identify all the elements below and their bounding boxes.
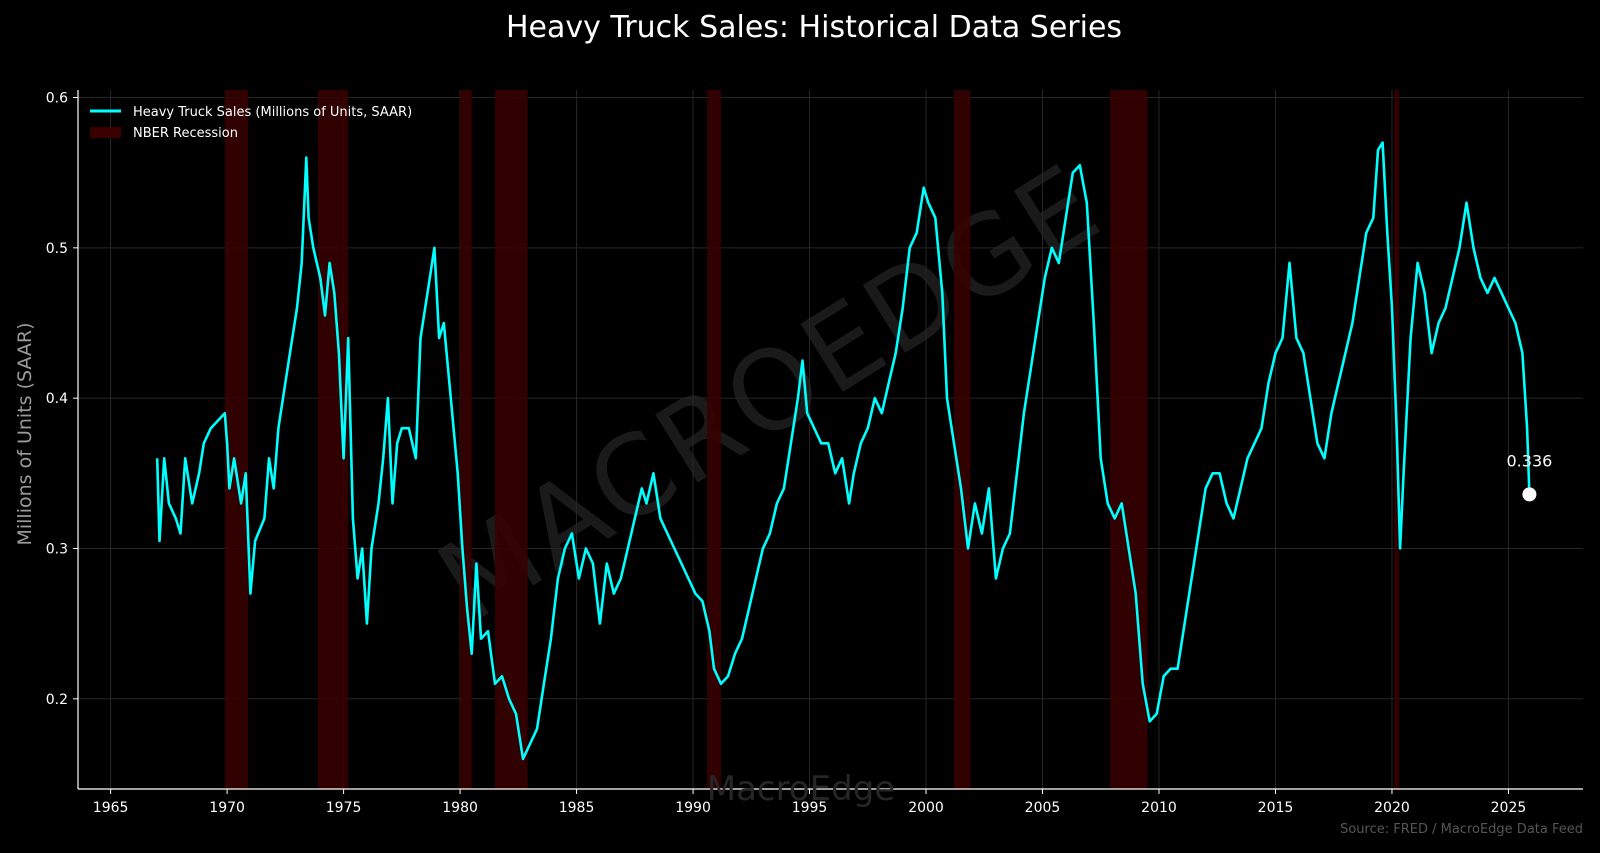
watermark-bottom: MacroEdge bbox=[707, 769, 895, 809]
recession-band bbox=[953, 90, 971, 789]
x-tick-label: 2005 bbox=[1025, 800, 1061, 816]
y-tick-label: 0.5 bbox=[46, 241, 68, 257]
recession-band bbox=[707, 90, 722, 789]
x-tick-label: 2000 bbox=[908, 800, 944, 816]
x-tick-label: 1995 bbox=[792, 800, 828, 816]
x-tick-label: 1990 bbox=[675, 800, 711, 816]
recession-band bbox=[460, 90, 472, 789]
x-tick-label: 2025 bbox=[1491, 800, 1527, 816]
legend: Heavy Truck Sales (Millions of Units, SA… bbox=[90, 105, 412, 141]
last-value-label: 0.336 bbox=[1507, 451, 1553, 470]
x-tick-label: 1965 bbox=[93, 800, 129, 816]
legend-recession-swatch bbox=[90, 127, 121, 138]
recession-layer bbox=[224, 90, 1399, 789]
y-axis-title: Millions of Units (SAAR) bbox=[14, 322, 36, 545]
x-tick-label: 2015 bbox=[1258, 800, 1294, 816]
series-line-heavy-truck-sales bbox=[155, 141, 1531, 761]
legend-label-recession: NBER Recession bbox=[133, 126, 238, 141]
legend-label-series: Heavy Truck Sales (Millions of Units, SA… bbox=[133, 105, 412, 120]
x-tick-label: 1985 bbox=[559, 800, 595, 816]
x-tick-label: 2010 bbox=[1141, 800, 1177, 816]
recession-band bbox=[224, 90, 249, 789]
y-tick-label: 0.2 bbox=[46, 692, 68, 708]
y-tick-label: 0.3 bbox=[46, 541, 68, 557]
last-value-marker bbox=[1522, 487, 1537, 502]
source-note: Source: FRED / MacroEdge Data Feed bbox=[1340, 822, 1583, 837]
x-tick-label: 1980 bbox=[442, 800, 478, 816]
x-tick-label: 2020 bbox=[1374, 800, 1410, 816]
x-tick-label: 1970 bbox=[209, 800, 245, 816]
y-tick-label: 0.4 bbox=[46, 391, 68, 407]
series-layer: 0.336 bbox=[155, 141, 1553, 761]
axis-layer: 1965 1970 1975 1980 1985 1990 1995 2000 2005 2010… bbox=[46, 90, 1583, 816]
x-tick-label: 1975 bbox=[326, 800, 362, 816]
recession-band bbox=[495, 90, 528, 789]
y-tick-label: 0.6 bbox=[46, 91, 68, 107]
chart-title: Heavy Truck Sales: Historical Data Serie… bbox=[506, 10, 1122, 45]
